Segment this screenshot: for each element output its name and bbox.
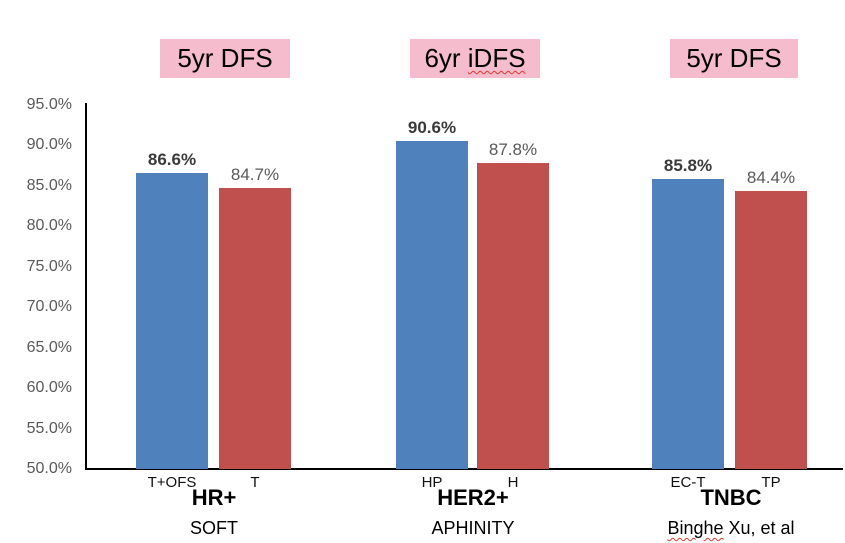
bar-category-label: T <box>250 474 260 491</box>
trial-label-binghe-xu: Binghe Xu, et al <box>667 518 795 538</box>
y-axis-tick-label: 95.0% <box>26 96 72 113</box>
y-axis-tick-label: 60.0% <box>26 379 72 397</box>
misspelled-word: Binghe <box>667 518 724 538</box>
endpoint-header-text: 6yr iDFS <box>424 43 526 73</box>
trial-label-aphinity: APHINITY <box>431 518 515 538</box>
endpoint-header-box-tnbc: 5yr DFS <box>670 39 798 78</box>
endpoint-header-box-her2: 6yr iDFS <box>410 39 540 78</box>
bar-tp <box>735 190 807 469</box>
y-axis-tick-label: 55.0% <box>26 419 72 437</box>
bar-t-ofs <box>136 172 208 469</box>
bar-value-label: 85.8% <box>663 156 713 176</box>
bar-category-label: EC-T <box>670 474 706 491</box>
endpoint-header-box-hr: 5yr DFS <box>160 39 290 78</box>
group-label-tnbc: TNBC <box>700 485 762 510</box>
y-axis-line <box>85 103 87 470</box>
y-axis-tick-label: 85.0% <box>26 176 72 194</box>
group-label-her2: HER2+ <box>437 485 509 510</box>
bar-value-label: 90.6% <box>407 117 457 137</box>
group-label-hr: HR+ <box>191 485 237 510</box>
bar-ec-t <box>652 179 724 469</box>
misspelled-word: iDFS <box>467 43 526 73</box>
endpoint-header-text: 5yr DFS <box>177 43 273 73</box>
bar-category-label: H <box>507 474 519 491</box>
y-axis-tick-label: 90.0% <box>26 136 72 154</box>
bar-hp <box>396 140 468 469</box>
bar-value-label: 84.4% <box>746 167 796 187</box>
y-axis-tick-label: 70.0% <box>26 298 72 316</box>
trial-label-soft: SOFT <box>190 518 238 538</box>
y-axis-tick-label: 65.0% <box>26 338 72 356</box>
bar-category-label: TP <box>761 474 781 491</box>
bar-value-label: 84.7% <box>230 165 280 185</box>
bar-h <box>477 163 549 469</box>
x-axis-line <box>85 468 843 470</box>
y-axis-tick-label: 50.0% <box>26 460 72 477</box>
bar-category-label: T+OFS <box>147 474 197 491</box>
bar-category-label: HP <box>421 474 443 491</box>
bar-value-label: 87.8% <box>488 140 538 160</box>
bar-value-label: 86.6% <box>147 149 197 169</box>
y-axis-tick-label: 75.0% <box>26 257 72 275</box>
y-axis-tick-label: 80.0% <box>26 217 72 235</box>
endpoint-header-text: 5yr DFS <box>686 43 782 73</box>
bar-t <box>219 188 291 469</box>
